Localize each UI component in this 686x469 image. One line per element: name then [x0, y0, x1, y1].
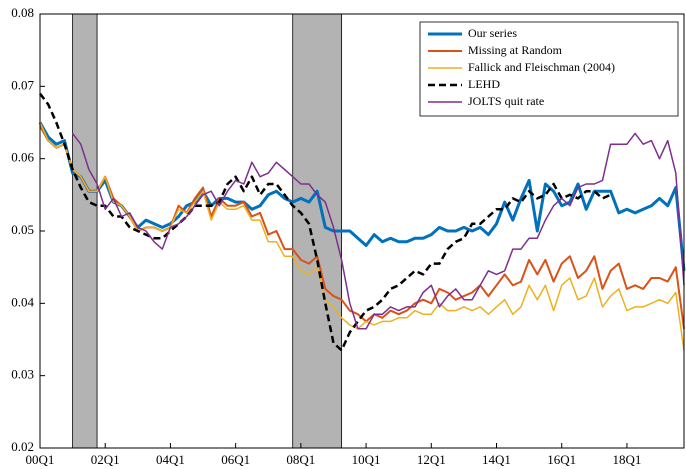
series-line: [38, 121, 686, 271]
x-tick-label: 06Q1: [221, 452, 250, 467]
legend-box: [419, 21, 679, 117]
x-tick-label: 00Q1: [26, 452, 55, 467]
y-tick-label: 0.05: [11, 222, 34, 237]
legend-label: LEHD: [468, 77, 500, 91]
series-line: [72, 132, 685, 330]
plot-frame: [39, 13, 685, 449]
y-tick-label: 0.06: [11, 150, 34, 165]
series-line: [39, 92, 612, 352]
y-tick-label: 0.03: [11, 367, 34, 382]
legend-label: JOLTS quit rate: [468, 94, 544, 108]
recession-shade: [72, 13, 98, 449]
x-tick-label: 02Q1: [91, 452, 120, 467]
x-tick-label: 08Q1: [286, 452, 315, 467]
x-tick-label: 12Q1: [417, 452, 446, 467]
y-tick-label: 0.07: [11, 77, 34, 92]
series-line: [39, 122, 685, 351]
x-tick-label: 10Q1: [352, 452, 381, 467]
x-tick-label: 16Q1: [547, 452, 576, 467]
x-tick-label: 04Q1: [156, 452, 185, 467]
y-tick-label: 0.02: [11, 439, 34, 454]
x-tick-label: 14Q1: [482, 452, 511, 467]
legend-label: Our series: [468, 26, 517, 40]
legend-label: Fallick and Fleischman (2004): [468, 60, 615, 74]
y-tick-label: 0.04: [11, 294, 34, 309]
legend: Our series Missing at Random Fallick and F…: [419, 21, 679, 117]
y-tick-label: 0.08: [11, 5, 34, 20]
x-tick-label: 18Q1: [612, 452, 641, 467]
legend-label: Missing at Random: [468, 43, 563, 57]
